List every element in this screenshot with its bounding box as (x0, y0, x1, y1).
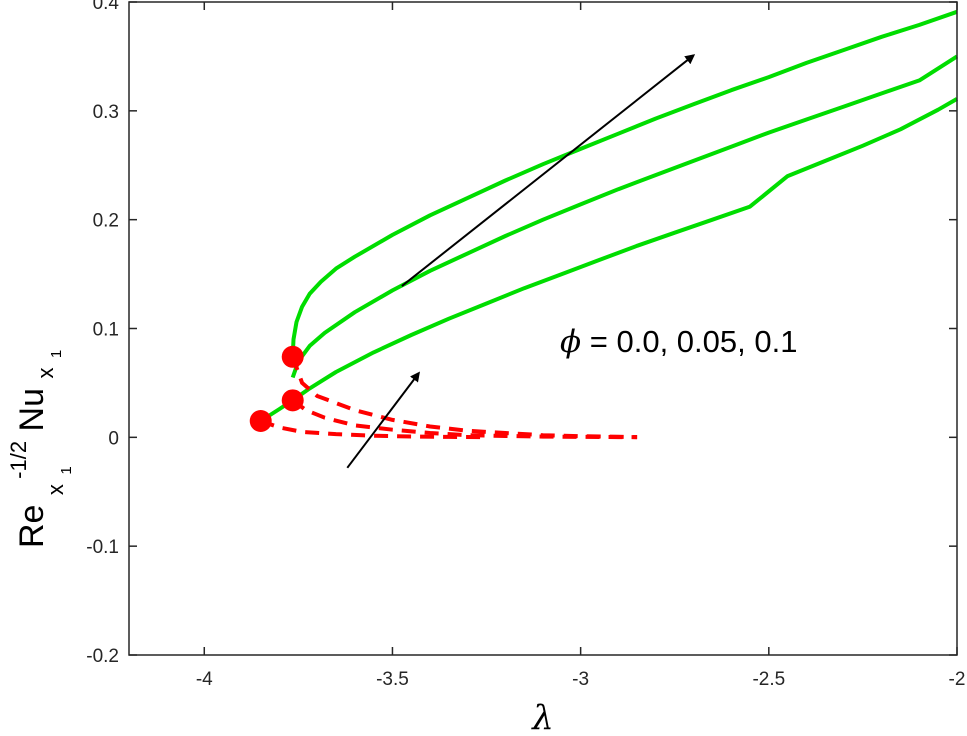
direction-arrow-2 (346, 371, 421, 469)
points-layer (249, 345, 304, 433)
y-label-re: Re (13, 505, 51, 548)
critical-point-1 (281, 345, 304, 368)
lower-branch-line-6 (260, 419, 487, 440)
upper-branch-line-1 (290, 9, 958, 357)
y-tick-label: 0 (108, 428, 119, 449)
axes-layer: -4 -3.5 -3 -2.5 -2 -0.2 -0.1 0 0.1 0.2 0.3 0.4 (86, 0, 965, 690)
plot-area (129, 2, 957, 655)
plot-background (129, 2, 957, 655)
svg-text:Re x 1 -1/2: Re x 1 -1/2 Nu x 1 (0, 350, 79, 548)
lines-layer (259, 9, 959, 440)
x-tick-label: -2 (949, 669, 966, 690)
y-label-nu-sub: x (33, 368, 58, 379)
arrows-layer (346, 54, 696, 469)
lower-branch-line-5 (291, 398, 638, 440)
upper-branch-line-2 (290, 54, 959, 379)
y-tick-label: 0.3 (93, 102, 119, 123)
y-label-nu: Nu (13, 388, 51, 431)
y-tick-label: 0.4 (93, 0, 120, 14)
y-tick-label: -0.1 (86, 537, 119, 558)
x-tick-label: -4 (196, 669, 213, 690)
y-label-re-subsub: 1 (58, 466, 75, 474)
phi-values: = 0.0, 0.05, 0.1 (581, 324, 797, 359)
x-tick-label: -2.5 (752, 669, 785, 690)
upper-branch-line-3 (259, 97, 958, 423)
y-label-re-sup: -1/2 (6, 441, 31, 479)
y-axis-label: Re x 1 -1/2 Nu x 1 (0, 350, 79, 548)
x-axis-label: λ (530, 698, 554, 736)
direction-arrow-1 (401, 54, 696, 287)
critical-point-2 (281, 389, 304, 412)
y-tick-label: 0.1 (93, 320, 119, 341)
critical-point-3 (249, 410, 272, 433)
y-label-nu-subsub: 1 (48, 350, 65, 358)
y-tick-label: 0.2 (93, 211, 119, 232)
y-label-re-sub: x (43, 484, 68, 495)
phi-symbol: ϕ (560, 324, 581, 360)
phi-annotation: ϕ = 0.0, 0.05, 0.1 (560, 324, 797, 360)
x-tick-label: -3.5 (376, 669, 409, 690)
x-tick-label: -3 (572, 669, 589, 690)
y-tick-label: -0.2 (86, 646, 119, 667)
